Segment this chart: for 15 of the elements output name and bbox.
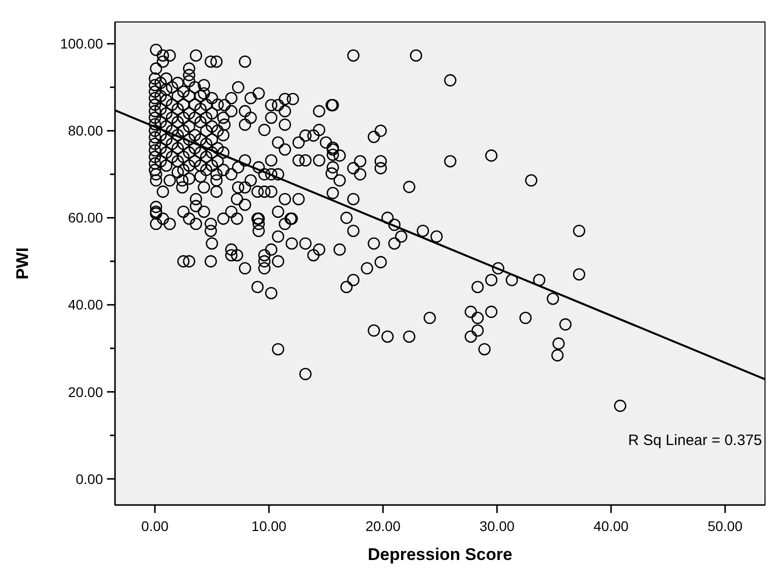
x-tick-label: 0.00 — [141, 518, 169, 534]
x-axis-title: Depression Score — [368, 545, 512, 564]
x-tick-label: 50.00 — [708, 518, 743, 534]
y-axis-title: PWI — [13, 247, 32, 280]
x-tick-label: 20.00 — [365, 518, 401, 534]
x-tick-label: 30.00 — [479, 518, 515, 534]
y-tick-label: 0.00 — [76, 470, 104, 487]
y-tick-label: 60.00 — [68, 210, 104, 226]
annotation: R Sq Linear = 0.375 — [628, 432, 762, 449]
x-tick-label: 40.00 — [594, 518, 629, 534]
y-tick-label: 80.00 — [68, 122, 104, 139]
y-tick-label: 40.00 — [68, 296, 104, 313]
y-tick-label: 20.00 — [68, 384, 104, 400]
y-tick-label: 100.00 — [60, 36, 104, 52]
x-tick-label: 10.00 — [251, 518, 287, 534]
